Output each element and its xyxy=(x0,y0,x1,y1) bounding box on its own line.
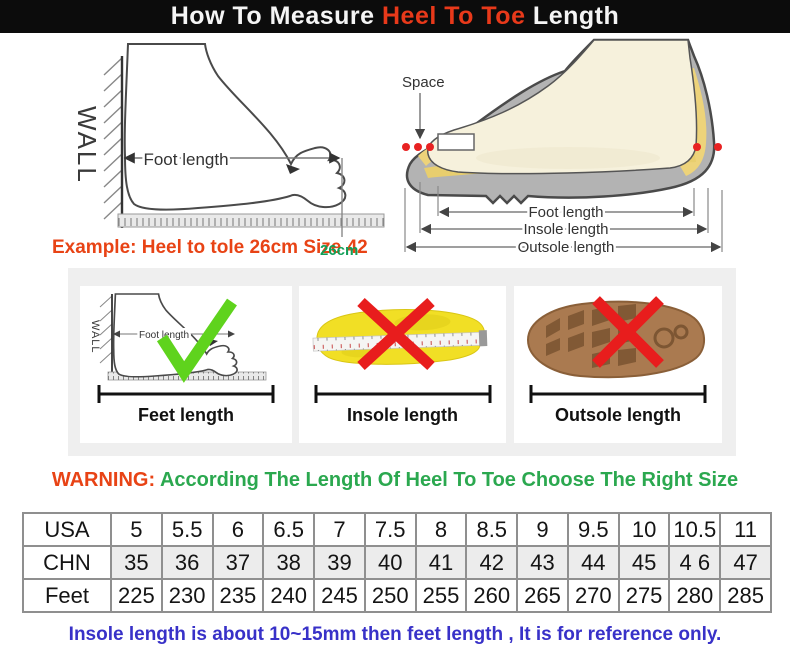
size-cell: 6 xyxy=(212,513,264,546)
size-cell: 8.5 xyxy=(466,513,518,546)
foot-measure-diagram: WALL Foot length xyxy=(72,43,385,237)
warning-line: WARNING: According The Length Of Heel To… xyxy=(0,469,790,492)
size-cell: 7.5 xyxy=(364,513,416,546)
size-cell: 225 xyxy=(111,579,162,612)
foot-outline xyxy=(123,43,347,211)
size-cell: 5.5 xyxy=(161,513,213,546)
space-label: Space xyxy=(402,74,445,91)
size-cell: 245 xyxy=(314,579,365,612)
method-card-insole-length: Insole length xyxy=(299,286,506,443)
outsole-diagram xyxy=(526,296,705,379)
footer-note: Insole length is about 10~15mm then feet… xyxy=(68,624,722,645)
shoe-foot-length-label: Foot length xyxy=(528,204,603,221)
title-bar: How To Measure Heel To Toe Length xyxy=(0,0,790,33)
size-cell: 40 xyxy=(364,546,416,579)
size-cell: 7 xyxy=(314,513,365,546)
green-checkmark-icon xyxy=(156,298,237,383)
size-cell: 4 6 xyxy=(669,546,721,579)
warning-text: According The Length Of Heel To Toe Choo… xyxy=(159,469,739,491)
example-text: Example: Heel to tole 26cm Size 42 xyxy=(52,237,368,258)
outsole-length-label: Outsole length xyxy=(555,405,681,425)
measure-dots xyxy=(402,143,722,151)
size-cell: 43 xyxy=(517,546,568,579)
methods-panel: WALL Foot length Feet length xyxy=(68,268,736,456)
size-cell: 10.5 xyxy=(669,513,721,546)
outsole-heel-circles xyxy=(653,324,689,349)
title-part2: Length xyxy=(525,2,620,30)
extension-lines xyxy=(404,182,723,252)
size-table: USA 5 5.5 6 6.5 7 7.5 8 8.5 9 9.5 10 10.… xyxy=(22,512,772,613)
toe-space-gap xyxy=(437,133,475,151)
shoe-cross-section-diagram: Space Foot length Insole length Outsole … xyxy=(402,38,723,259)
size-cell: 6.5 xyxy=(263,513,315,546)
warning-prefix: WARNING: xyxy=(51,469,156,491)
foot-arch-shading xyxy=(476,147,660,169)
example-value: 26cm xyxy=(320,242,359,259)
size-cell: 285 xyxy=(720,579,771,612)
size-cell: 42 xyxy=(466,546,518,579)
size-row-label: USA xyxy=(23,513,111,546)
size-cell: 35 xyxy=(111,546,162,579)
method-card-feet-length: WALL Foot length Feet length xyxy=(80,286,292,443)
wall-label: WALL xyxy=(72,106,102,184)
mini-wall-hatching xyxy=(99,295,113,364)
size-cell: 230 xyxy=(161,579,213,612)
size-cell: 275 xyxy=(618,579,670,612)
mini-foot-length-label: Foot length xyxy=(139,330,189,341)
size-cell: 41 xyxy=(415,546,467,579)
size-row-label: CHN xyxy=(23,546,111,579)
shoe-insole-length-label: Insole length xyxy=(523,221,608,238)
shoe-outsole-length-label: Outsole length xyxy=(518,239,615,256)
size-cell: 36 xyxy=(161,546,213,579)
size-cell: 44 xyxy=(567,546,619,579)
size-cell: 11 xyxy=(720,513,771,546)
size-cell: 8 xyxy=(415,513,467,546)
toe-pointer-arrow xyxy=(286,164,300,174)
size-cell: 9.5 xyxy=(567,513,619,546)
size-cell: 10 xyxy=(618,513,670,546)
size-cell: 255 xyxy=(415,579,467,612)
feet-length-label: Feet length xyxy=(137,405,234,425)
insole-length-label: Insole length xyxy=(346,405,458,425)
title-part1: How To Measure xyxy=(170,2,382,30)
insole-diagram xyxy=(312,297,487,371)
size-cell: 5 xyxy=(111,513,162,546)
size-cell: 265 xyxy=(517,579,568,612)
size-cell: 47 xyxy=(720,546,771,579)
size-cell: 240 xyxy=(263,579,315,612)
size-cell: 38 xyxy=(263,546,315,579)
red-cross-icon xyxy=(592,296,664,368)
size-cell: 235 xyxy=(212,579,264,612)
size-cell: 250 xyxy=(364,579,416,612)
size-cell: 260 xyxy=(466,579,518,612)
title-highlight: Heel To Toe xyxy=(382,2,526,30)
outsole-length-bracket xyxy=(529,385,707,403)
mini-wall-label: WALL xyxy=(89,320,101,354)
foot-length-label: Foot length xyxy=(143,150,228,169)
ruler-ticks xyxy=(118,214,384,227)
feet-length-bracket xyxy=(97,385,275,403)
tape-end-clip xyxy=(478,330,487,347)
method-card-outsole-length: Outsole length xyxy=(514,286,722,443)
size-row-label: Feet xyxy=(23,579,111,612)
feet-length-diagram: WALL Foot length xyxy=(89,293,267,383)
size-cell: 9 xyxy=(517,513,568,546)
insole-length-bracket xyxy=(314,385,491,403)
red-cross-icon xyxy=(356,297,435,371)
size-cell: 37 xyxy=(212,546,264,579)
size-cell: 280 xyxy=(669,579,721,612)
size-cell: 270 xyxy=(567,579,619,612)
title-text: How To Measure Heel To Toe Length xyxy=(171,2,620,31)
size-cell: 39 xyxy=(314,546,365,579)
wall-hatching xyxy=(103,57,123,220)
size-cell: 45 xyxy=(618,546,670,579)
